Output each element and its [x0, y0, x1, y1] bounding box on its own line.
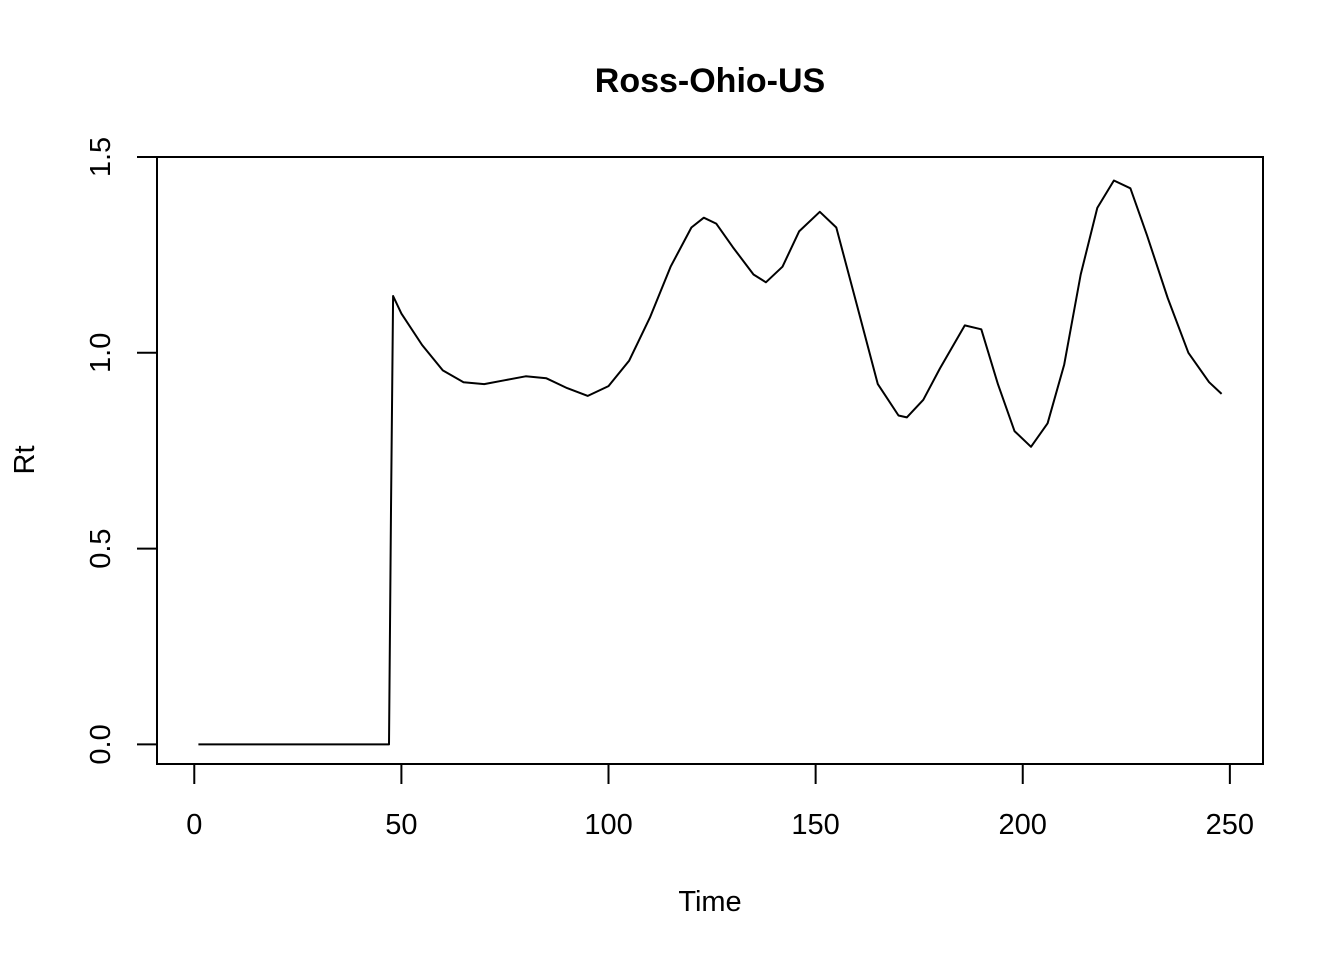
y-axis: 0.0 0.5 1.0 1.5 [85, 137, 158, 765]
y-axis-label: Rt [9, 446, 41, 475]
x-tick-label: 150 [791, 809, 839, 841]
y-tick-label: 1.5 [85, 137, 117, 177]
y-tick-label: 0.0 [85, 724, 117, 764]
x-tick-label: 200 [999, 809, 1047, 841]
x-tick-label: 0 [186, 809, 202, 841]
rt-series-line [198, 179, 1223, 746]
x-tick-label: 50 [385, 809, 417, 841]
y-tick-label: 0.5 [85, 528, 117, 568]
x-axis-label: Time [678, 886, 741, 918]
x-tick-label: 100 [584, 809, 632, 841]
chart-title: Ross-Ohio-US [595, 62, 825, 100]
y-tick-label: 1.0 [85, 333, 117, 373]
x-tick-label: 250 [1206, 809, 1254, 841]
x-axis: 0 50 100 150 200 250 [186, 763, 1254, 841]
